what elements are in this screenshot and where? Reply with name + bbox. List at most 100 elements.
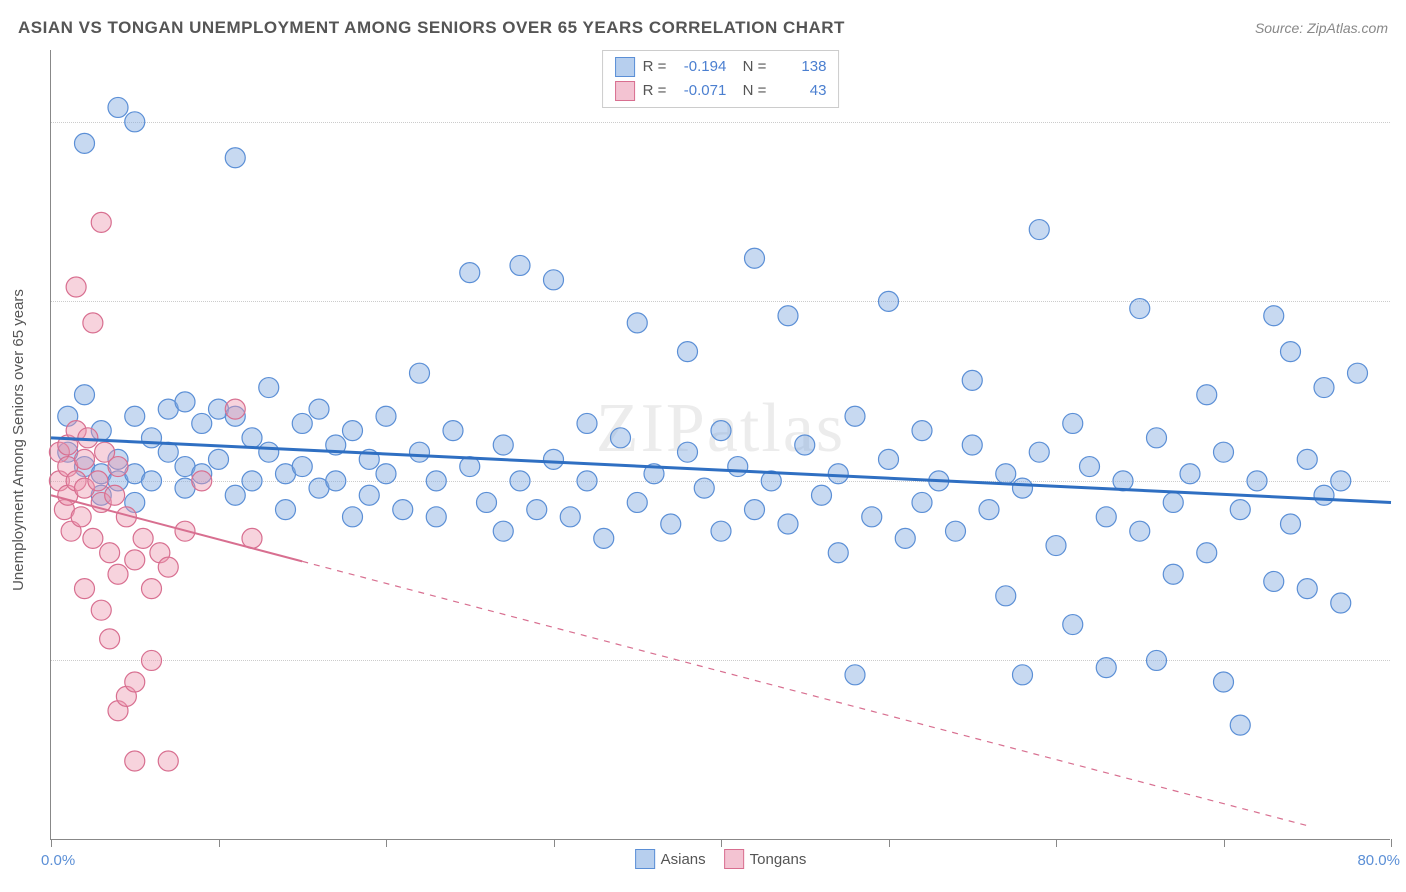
data-point: [862, 507, 882, 527]
data-point: [1297, 579, 1317, 599]
data-point: [1214, 672, 1234, 692]
data-point: [912, 421, 932, 441]
data-point: [125, 672, 145, 692]
data-point: [91, 212, 111, 232]
data-point: [91, 600, 111, 620]
data-point: [661, 514, 681, 534]
data-point: [1096, 658, 1116, 678]
data-point: [728, 457, 748, 477]
chart-plot-area: ZIPatlas 0.0% 80.0% R = -0.194 N = 138 R…: [50, 50, 1390, 840]
header: ASIAN VS TONGAN UNEMPLOYMENT AMONG SENIO…: [18, 18, 1388, 38]
data-point: [75, 579, 95, 599]
y-tick-label: 10.0%: [1395, 113, 1406, 130]
data-point: [879, 449, 899, 469]
data-point: [510, 471, 530, 491]
data-point: [142, 428, 162, 448]
data-point: [544, 270, 564, 290]
data-point: [410, 442, 430, 462]
stat-n-asians: 138: [774, 55, 826, 79]
data-point: [125, 112, 145, 132]
data-point: [192, 413, 212, 433]
data-point: [108, 97, 128, 117]
data-point: [594, 528, 614, 548]
data-point: [778, 306, 798, 326]
data-point: [1230, 500, 1250, 520]
data-point: [343, 507, 363, 527]
stat-r-label: R =: [643, 55, 667, 79]
data-point: [1046, 536, 1066, 556]
data-point: [1247, 471, 1267, 491]
y-tick-label: 7.5%: [1395, 293, 1406, 310]
data-point: [276, 500, 296, 520]
data-point: [158, 557, 178, 577]
data-point: [108, 457, 128, 477]
swatch-asians: [615, 57, 635, 77]
data-point: [493, 435, 513, 455]
data-point: [309, 399, 329, 419]
data-point: [611, 428, 631, 448]
data-point: [1214, 442, 1234, 462]
data-point: [376, 406, 396, 426]
data-point: [627, 313, 647, 333]
data-point: [225, 148, 245, 168]
data-point: [142, 650, 162, 670]
data-point: [778, 514, 798, 534]
x-axis-start-label: 0.0%: [41, 852, 75, 869]
legend-label-tongans: Tongans: [750, 851, 807, 868]
data-point: [1281, 342, 1301, 362]
data-point: [426, 471, 446, 491]
data-point: [88, 471, 108, 491]
data-point: [711, 421, 731, 441]
data-point: [962, 435, 982, 455]
data-point: [711, 521, 731, 541]
data-point: [1314, 485, 1334, 505]
data-point: [493, 521, 513, 541]
data-point: [946, 521, 966, 541]
data-point: [1013, 665, 1033, 685]
data-point: [1147, 650, 1167, 670]
data-point: [1230, 715, 1250, 735]
data-point: [627, 492, 647, 512]
data-point: [1197, 385, 1217, 405]
stats-row-asians: R = -0.194 N = 138: [615, 55, 827, 79]
bottom-legend: Asians Tongans: [635, 849, 807, 869]
data-point: [1281, 514, 1301, 534]
data-point: [259, 378, 279, 398]
data-point: [71, 507, 91, 527]
data-point: [1063, 413, 1083, 433]
data-point: [510, 255, 530, 275]
data-point: [828, 543, 848, 563]
data-point: [175, 392, 195, 412]
legend-item-asians: Asians: [635, 849, 706, 869]
correlation-stats-box: R = -0.194 N = 138 R = -0.071 N = 43: [602, 50, 840, 108]
data-point: [1348, 363, 1368, 383]
data-point: [75, 133, 95, 153]
data-point: [460, 263, 480, 283]
chart-title: ASIAN VS TONGAN UNEMPLOYMENT AMONG SENIO…: [18, 18, 845, 38]
data-point: [996, 464, 1016, 484]
stat-r-asians: -0.194: [674, 55, 726, 79]
data-point: [1163, 492, 1183, 512]
data-point: [1147, 428, 1167, 448]
data-point: [828, 464, 848, 484]
data-point: [1180, 464, 1200, 484]
data-point: [979, 500, 999, 520]
data-point: [745, 248, 765, 268]
data-point: [845, 665, 865, 685]
data-point: [1264, 571, 1284, 591]
y-axis-label: Unemployment Among Seniors over 65 years: [10, 289, 27, 591]
legend-swatch-tongans: [724, 849, 744, 869]
data-point: [66, 277, 86, 297]
data-point: [694, 478, 714, 498]
data-point: [158, 751, 178, 771]
data-point: [343, 421, 363, 441]
data-point: [996, 586, 1016, 606]
y-tick-label: 5.0%: [1395, 472, 1406, 489]
data-point: [292, 457, 312, 477]
data-point: [125, 406, 145, 426]
data-point: [1029, 442, 1049, 462]
data-point: [1331, 593, 1351, 613]
data-point: [845, 406, 865, 426]
data-point: [142, 579, 162, 599]
legend-swatch-asians: [635, 849, 655, 869]
